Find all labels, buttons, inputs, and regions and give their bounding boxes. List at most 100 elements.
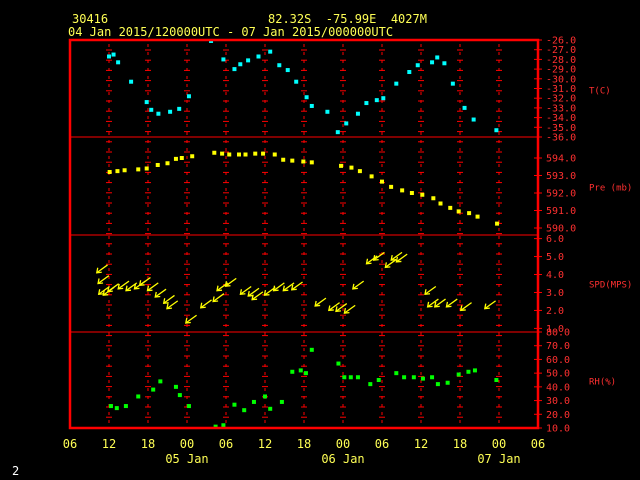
wind-arrow xyxy=(251,291,264,301)
pres-point xyxy=(190,154,195,159)
rh-point xyxy=(251,399,256,404)
x-tick-label: 12 xyxy=(258,437,272,451)
temp-point xyxy=(268,49,273,54)
wind-arrow xyxy=(335,303,348,312)
x-tick-label: 18 xyxy=(297,437,311,451)
pres-point xyxy=(115,169,120,174)
y-tick-label: -35.0 xyxy=(546,123,576,134)
y-tick-label: -36.0 xyxy=(546,133,576,144)
y-tick-label: 592.0 xyxy=(546,189,576,200)
y-tick-label: 3.0 xyxy=(546,288,564,299)
wind-arrow-head xyxy=(395,256,402,263)
wind-arrow-head xyxy=(212,296,219,303)
pres-point xyxy=(144,166,149,171)
temp-point xyxy=(116,60,121,65)
x-tick-label: 00 xyxy=(336,437,350,451)
rh-point xyxy=(114,406,119,411)
y-tick-label: 20.0 xyxy=(546,410,570,421)
wind-arrow xyxy=(291,281,303,291)
wind-arrow xyxy=(366,255,378,265)
pres-point xyxy=(400,188,405,193)
wind-arrow-head xyxy=(97,289,104,296)
station-location: 82.32S -75.99E 4027M xyxy=(268,12,427,26)
rh-point xyxy=(242,408,247,413)
wind-arrow xyxy=(396,253,408,263)
wind-arrow-head xyxy=(224,281,231,287)
rh-point xyxy=(309,347,314,352)
wind-arrow xyxy=(147,282,159,292)
temp-point xyxy=(381,96,386,101)
pres-point xyxy=(420,192,425,197)
rh-point xyxy=(376,378,381,382)
temp-point xyxy=(177,106,182,111)
wind-arrow-head xyxy=(95,267,102,274)
wind-arrow-head xyxy=(263,290,270,296)
y-tick-label: -34.0 xyxy=(546,113,576,124)
pres-point xyxy=(220,151,225,156)
wind-arrow-head xyxy=(199,302,206,309)
rh-point xyxy=(123,404,128,409)
frame-number: 2 xyxy=(12,464,20,478)
temp-point xyxy=(394,81,399,86)
pres-point xyxy=(272,152,277,157)
y-tick-label: 2.0 xyxy=(546,306,564,317)
wind-arrow xyxy=(434,298,446,308)
wind-arrow xyxy=(446,298,458,308)
wind-arrow-head xyxy=(106,286,113,293)
wind-arrow-head xyxy=(424,289,431,296)
wind-arrow-head xyxy=(426,301,433,308)
temp-point xyxy=(471,117,476,122)
y-tick-label: -31.0 xyxy=(546,84,576,95)
temp-point xyxy=(156,111,161,116)
wind-arrow-head xyxy=(390,255,397,261)
wind-arrow-head xyxy=(162,298,169,304)
axes: -26.0-27.0-28.0-29.0-30.0-31.0-32.0-33.0… xyxy=(63,36,633,467)
y-tick-label: -26.0 xyxy=(546,36,576,47)
pres-point xyxy=(389,184,394,189)
y-tick-label: 6.0 xyxy=(546,234,564,245)
y-tick-label: 4.0 xyxy=(546,270,564,281)
wind-arrow-head xyxy=(335,306,342,313)
pres-point xyxy=(309,160,314,165)
pres-point xyxy=(438,201,443,206)
wind-arrow-head xyxy=(365,258,372,265)
wind-arrow-head xyxy=(138,280,145,287)
rh-point xyxy=(268,406,273,411)
rh-point xyxy=(213,424,218,429)
pres-point xyxy=(339,163,344,168)
pres-point xyxy=(281,157,286,162)
y-tick-label: -27.0 xyxy=(546,45,576,56)
y-tick-label: 30.0 xyxy=(546,396,570,407)
rh-point xyxy=(472,368,477,373)
wind-arrow-head xyxy=(352,283,358,290)
y-tick-label: -33.0 xyxy=(546,103,576,114)
wind-arrow xyxy=(373,251,385,261)
station-id: 30416 xyxy=(72,12,109,26)
x-day-label: 07 Jan xyxy=(477,452,520,466)
wind-arrow-head xyxy=(117,283,124,290)
y-tick-label: 80.0 xyxy=(546,328,570,339)
y-tick-label: 5.0 xyxy=(546,252,564,263)
wind-arrow xyxy=(117,280,130,290)
wind-arrow-head xyxy=(247,290,254,297)
rh-point xyxy=(290,369,295,374)
temp-point xyxy=(304,95,309,100)
wind-arrow-head xyxy=(146,285,153,292)
rh-point xyxy=(445,380,450,385)
temp-point xyxy=(285,68,290,73)
pres-point xyxy=(107,170,112,174)
temp-point xyxy=(494,128,499,133)
wind-arrow xyxy=(314,297,327,307)
plot-frame xyxy=(68,38,540,430)
temp-point xyxy=(277,63,282,68)
y-tick-label: 594.0 xyxy=(546,154,576,165)
wind-arrow xyxy=(460,302,472,311)
rh-point xyxy=(336,361,341,366)
rh-point xyxy=(108,404,113,409)
rh-point xyxy=(368,382,373,387)
wind-arrow-head xyxy=(433,301,440,308)
wind-arrow-head xyxy=(184,317,191,324)
rh-point xyxy=(402,375,407,380)
pres-point xyxy=(369,174,374,179)
temp-point xyxy=(294,79,299,84)
